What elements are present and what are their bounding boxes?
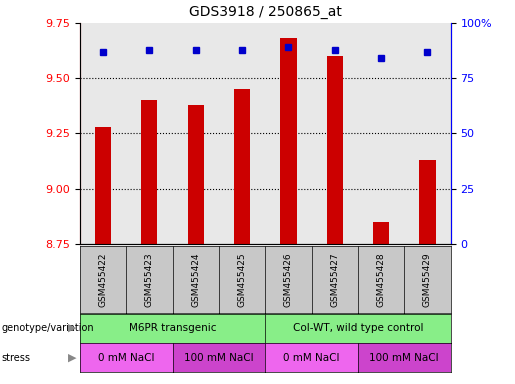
Text: GSM455429: GSM455429: [423, 252, 432, 307]
Text: GSM455426: GSM455426: [284, 252, 293, 307]
Text: 100 mM NaCl: 100 mM NaCl: [184, 353, 254, 363]
Text: 100 mM NaCl: 100 mM NaCl: [369, 353, 439, 363]
Bar: [234, 89, 250, 244]
Text: M6PR transgenic: M6PR transgenic: [129, 323, 216, 333]
Text: 0 mM NaCl: 0 mM NaCl: [98, 353, 154, 363]
Text: 0 mM NaCl: 0 mM NaCl: [283, 353, 340, 363]
Bar: [95, 127, 111, 244]
Text: GSM455422: GSM455422: [98, 252, 108, 306]
Bar: [373, 222, 389, 244]
Bar: [327, 56, 343, 244]
Text: Col-WT, wild type control: Col-WT, wild type control: [293, 323, 423, 333]
Text: GSM455428: GSM455428: [376, 252, 386, 307]
Text: GSM455423: GSM455423: [145, 252, 154, 307]
Bar: [419, 160, 436, 244]
Text: ▶: ▶: [67, 323, 76, 333]
Text: ▶: ▶: [67, 353, 76, 363]
Text: GSM455424: GSM455424: [191, 252, 200, 306]
Bar: [280, 38, 297, 244]
Text: GSM455427: GSM455427: [330, 252, 339, 307]
Bar: [141, 100, 158, 244]
Text: stress: stress: [1, 353, 30, 363]
Text: GSM455425: GSM455425: [237, 252, 247, 307]
Text: genotype/variation: genotype/variation: [1, 323, 94, 333]
Bar: [187, 105, 204, 244]
Title: GDS3918 / 250865_at: GDS3918 / 250865_at: [189, 5, 341, 19]
